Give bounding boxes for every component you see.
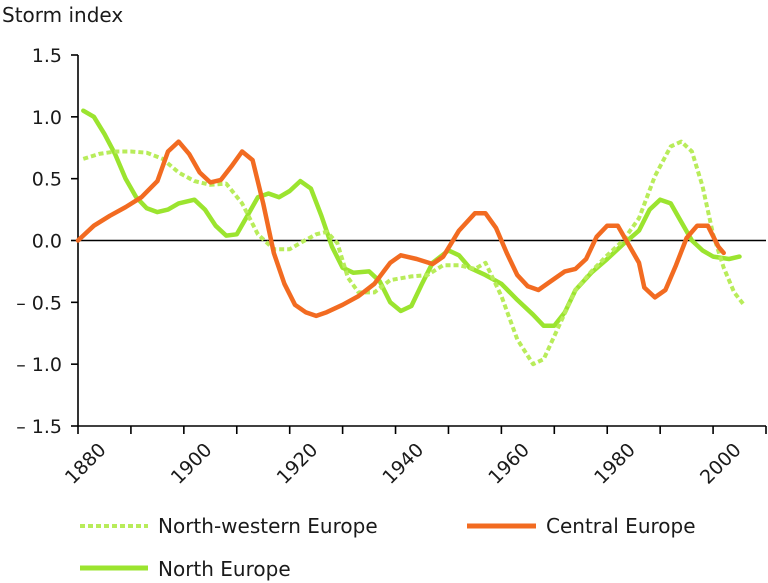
legend-label-north-western-europe: North-western Europe: [158, 514, 378, 538]
x-tick-label: 1940: [378, 439, 428, 489]
x-tick-label: 1980: [590, 439, 640, 489]
x-tick-label: 1960: [484, 439, 534, 489]
y-tick-label: 0.5: [32, 169, 62, 191]
y-axis: 1.5 1.0 0.5 0.0 – 0.5 – 1.0 – 1.5: [16, 45, 79, 438]
y-axis-title: Storm index: [2, 3, 123, 27]
legend-label-central-europe: Central Europe: [546, 514, 696, 538]
legend-item-central-europe: Central Europe: [467, 514, 696, 538]
y-tick-label: – 1.5: [16, 416, 62, 438]
x-tick-label: 1880: [61, 439, 111, 489]
legend-label-north-europe: North Europe: [158, 557, 291, 581]
y-tick-label: 1.5: [32, 45, 62, 67]
y-tick-label: 1.0: [32, 107, 62, 129]
x-tick-label: 2000: [696, 439, 746, 489]
y-tick-label: – 0.5: [16, 292, 62, 314]
x-tick-label: 1900: [167, 439, 217, 489]
series-line-central-europe: [75, 139, 726, 319]
y-tick-label: – 1.0: [16, 354, 62, 376]
y-tick-label: 0.0: [32, 231, 62, 253]
series-line-north-western-europe: [82, 139, 747, 367]
series-line-north-europe: [81, 108, 742, 329]
legend-item-north-europe: North Europe: [80, 557, 291, 581]
legend-item-north-western-europe: North-western Europe: [80, 514, 378, 538]
legend: North-western Europe Central Europe Nort…: [80, 514, 696, 581]
series-layer: [75, 108, 747, 367]
x-tick-label: 1920: [273, 439, 323, 489]
